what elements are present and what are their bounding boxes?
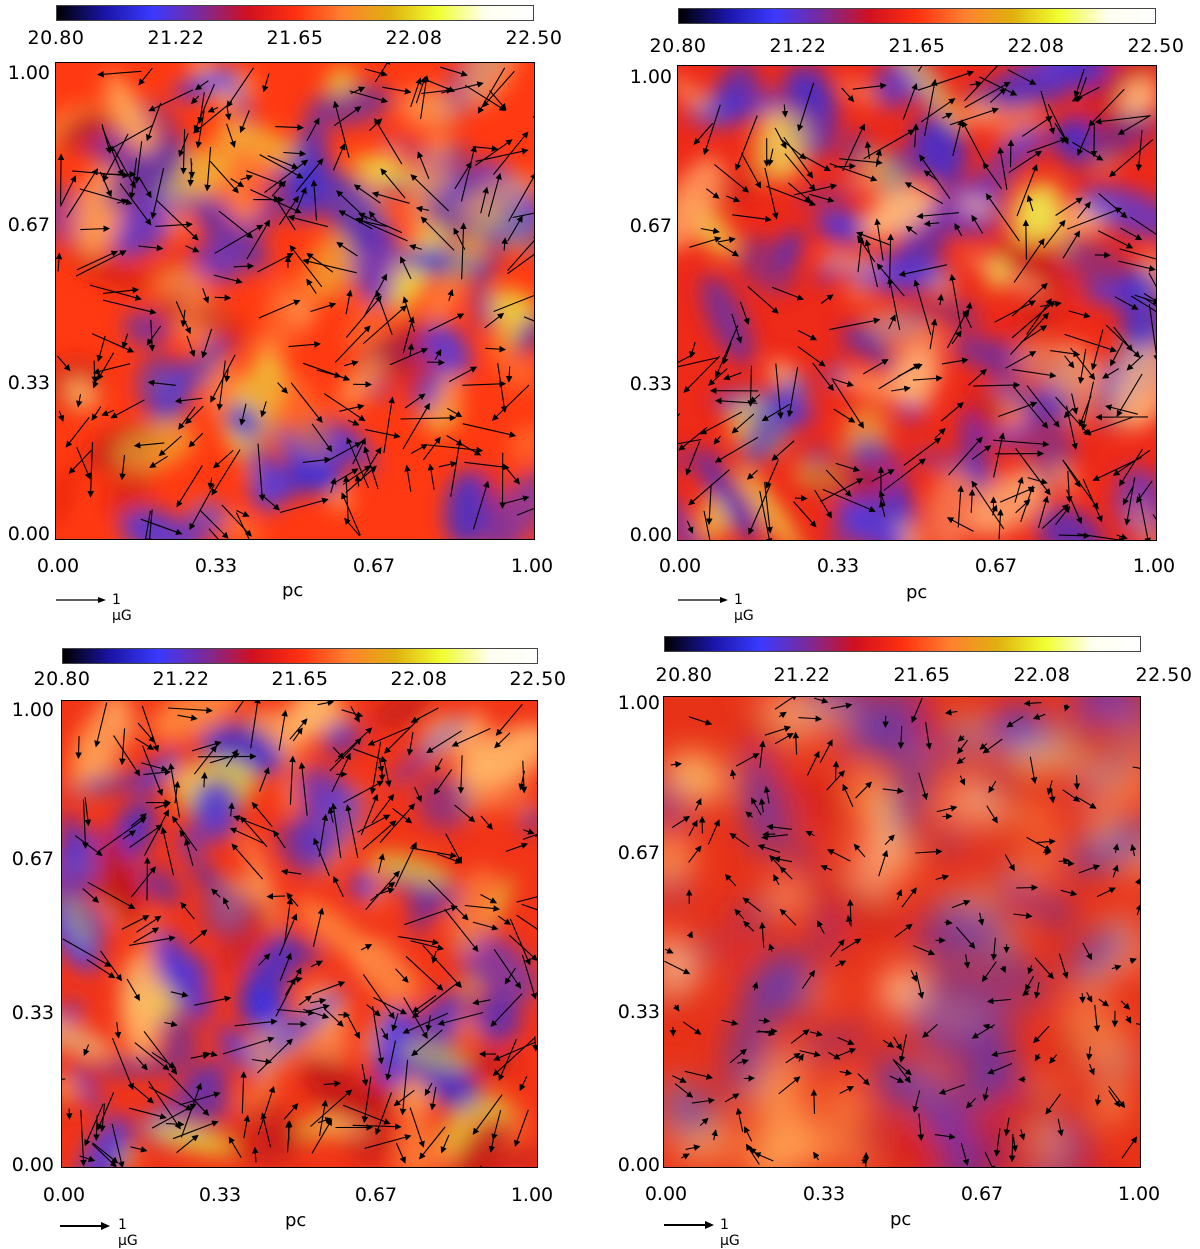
scale-arrow-icon <box>678 593 728 607</box>
field-vector <box>61 155 62 205</box>
colorbar-tick: 21.65 <box>894 664 951 686</box>
field-vector <box>814 1090 815 1114</box>
x-tick-label: 1.00 <box>511 555 553 577</box>
colorbar-tick: 21.65 <box>889 35 946 57</box>
scale-arrow-icon <box>60 1219 110 1233</box>
x-tick-label: 1.00 <box>1118 1183 1160 1205</box>
x-tick-label: 1.00 <box>511 1184 553 1206</box>
y-tick-label: 0.67 <box>0 214 50 236</box>
y-tick-label: 0.00 <box>610 1154 660 1176</box>
colorbar-tick: 21.22 <box>770 35 827 57</box>
x-tick-label: 0.67 <box>355 1184 397 1206</box>
density-map <box>677 65 1157 541</box>
y-tick-label: 0.00 <box>0 523 50 545</box>
field-vector <box>1011 141 1012 168</box>
field-vector <box>288 1122 289 1140</box>
y-tick-label: 0.33 <box>4 1002 54 1024</box>
colorbar-tick: 22.50 <box>510 668 567 690</box>
density-map <box>61 700 538 1168</box>
colorbar <box>62 648 538 664</box>
colorbar-tick: 22.08 <box>391 668 448 690</box>
x-tick-label: 0.33 <box>817 555 859 577</box>
y-tick-label: 0.67 <box>4 848 54 870</box>
x-tick-label: 0.67 <box>975 555 1017 577</box>
colorbar-tick: 22.50 <box>1136 664 1193 686</box>
x-tick-label: 0.33 <box>803 1183 845 1205</box>
scale-label: 1 μG <box>118 1217 138 1249</box>
field-vector <box>382 767 383 780</box>
colorbar-tick: 20.80 <box>656 664 713 686</box>
scale-label: 1 μG <box>112 592 132 624</box>
colorbar <box>664 636 1141 652</box>
x-tick-label: 0.00 <box>659 555 701 577</box>
density-field-svg <box>62 701 537 1167</box>
colorbar-tick: 21.65 <box>272 668 329 690</box>
y-tick-label: 0.67 <box>622 215 672 237</box>
field-vector <box>1094 124 1095 156</box>
field-vector <box>1077 775 1078 789</box>
scale-arrow-icon <box>664 1218 714 1232</box>
colorbar-tick: 20.80 <box>28 27 85 49</box>
density-field-svg <box>678 66 1156 540</box>
x-tick-label: 0.67 <box>353 555 395 577</box>
colorbar-tick: 21.22 <box>148 27 205 49</box>
density-field-svg <box>56 63 534 539</box>
x-tick-label: 0.33 <box>199 1184 241 1206</box>
y-tick-label: 0.33 <box>610 1001 660 1023</box>
field-vector <box>1065 863 1074 864</box>
x-axis-unit: pc <box>890 1209 911 1230</box>
colorbar-tick: 21.22 <box>774 664 831 686</box>
field-vector <box>945 922 952 923</box>
density-map <box>663 696 1141 1168</box>
field-vector <box>1082 993 1083 1002</box>
colorbar <box>56 5 534 21</box>
field-vector <box>763 834 775 835</box>
y-tick-label: 0.67 <box>610 842 660 864</box>
y-tick-label: 0.33 <box>0 372 50 394</box>
colorbar-tick: 22.08 <box>1008 35 1065 57</box>
x-tick-label: 0.33 <box>195 555 237 577</box>
y-tick-label: 1.00 <box>622 66 672 88</box>
density-map <box>55 62 535 540</box>
colorbar-tick: 22.08 <box>1014 664 1071 686</box>
field-vector <box>215 297 230 298</box>
field-vector <box>268 896 286 897</box>
x-axis-unit: pc <box>285 1210 306 1231</box>
colorbar-tick: 22.50 <box>1128 35 1185 57</box>
field-vector <box>78 736 79 758</box>
scale-label: 1 μG <box>720 1217 740 1249</box>
x-axis-unit: pc <box>282 580 303 601</box>
y-tick-label: 1.00 <box>0 62 50 84</box>
y-tick-label: 0.00 <box>4 1154 54 1176</box>
x-tick-label: 0.00 <box>37 555 79 577</box>
colorbar-tick: 21.65 <box>267 27 324 49</box>
colorbar-tick: 21.22 <box>153 668 210 690</box>
x-axis-unit: pc <box>906 582 927 603</box>
field-vector <box>427 362 444 363</box>
x-tick-label: 0.00 <box>645 1183 687 1205</box>
colorbar-tick: 20.80 <box>650 35 707 57</box>
density-field-svg <box>664 697 1140 1167</box>
colorbar <box>678 8 1156 24</box>
field-vector <box>1026 221 1027 260</box>
y-tick-label: 1.00 <box>4 699 54 721</box>
colorbar-tick: 20.80 <box>34 668 91 690</box>
x-tick-label: 1.00 <box>1133 555 1175 577</box>
y-tick-label: 0.00 <box>622 524 672 546</box>
colorbar-tick: 22.50 <box>506 27 563 49</box>
colorbar-tick: 22.08 <box>386 27 443 49</box>
scale-label: 1 μG <box>734 592 754 624</box>
y-tick-label: 0.33 <box>622 373 672 395</box>
y-tick-label: 1.00 <box>610 692 660 714</box>
x-tick-label: 0.00 <box>43 1184 85 1206</box>
scale-arrow-icon <box>56 593 106 607</box>
x-tick-label: 0.67 <box>961 1183 1003 1205</box>
